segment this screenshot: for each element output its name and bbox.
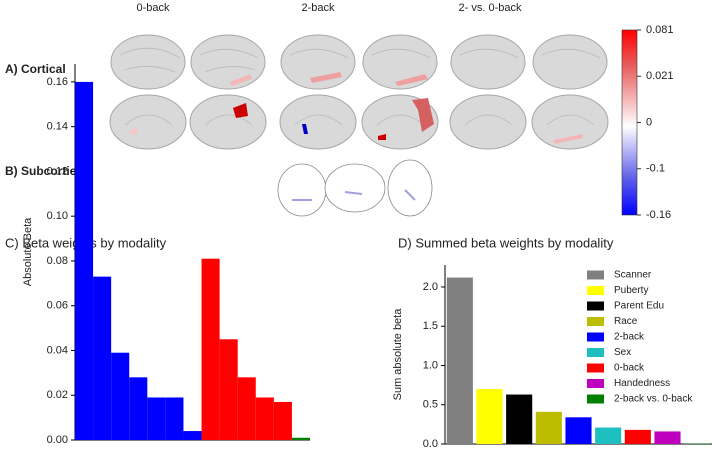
bar: [654, 431, 681, 444]
brain-panel: 0-back 2-back 2- vs. 0-back A) Cortical …: [5, 2, 638, 217]
subcortical-glass-brains: [277, 159, 433, 217]
bar: [273, 401, 292, 440]
column-label: 2-back: [301, 2, 335, 14]
legend-swatch: [587, 270, 604, 280]
activation: [378, 134, 386, 140]
chart-title: D) Summed beta weights by modality: [398, 235, 614, 250]
legend-swatch: [587, 332, 604, 342]
legend-label: Handedness: [614, 378, 670, 389]
column-label: 2- vs. 0-back: [459, 2, 522, 14]
y-tick-label: 0.0: [423, 438, 438, 450]
y-tick-label: 1.5: [423, 320, 438, 332]
legend-swatch: [587, 394, 604, 404]
column-label: 0-back: [136, 2, 170, 14]
gyri: [124, 114, 595, 126]
colorbar: [621, 29, 638, 216]
legend-swatch: [587, 363, 604, 373]
bar: [237, 377, 256, 440]
y-tick-label: 2.0: [423, 281, 438, 293]
bar: [255, 397, 274, 440]
y-tick-label: 0.08: [47, 255, 68, 267]
bar: [201, 258, 220, 440]
row-label: A) Cortical: [5, 62, 66, 76]
activation: [130, 128, 138, 134]
brain-surface: [190, 34, 266, 90]
activation: [553, 134, 583, 144]
brain-surface: [531, 94, 609, 150]
glass-brain: [324, 163, 386, 213]
bar: [446, 277, 473, 444]
y-tick-label: 0.12: [47, 165, 68, 177]
y-axis-label: Absolute Beta: [22, 217, 34, 286]
activation: [412, 98, 434, 132]
legend-swatch: [587, 301, 604, 311]
legend-label: Race: [614, 316, 638, 327]
bar: [147, 397, 166, 440]
glass-activation: [292, 189, 416, 201]
bar: [75, 81, 94, 441]
brain-surface: [449, 94, 527, 150]
activation: [395, 74, 428, 86]
bar: [93, 276, 112, 440]
brain-surface: [450, 34, 526, 90]
colorbar-tick-label: -0.16: [646, 209, 671, 221]
legend-label: Sex: [614, 347, 631, 358]
brain-surface: [189, 94, 267, 150]
activation: [233, 103, 248, 118]
bar: [476, 389, 503, 444]
y-tick-label: 0.14: [47, 121, 68, 133]
y-tick-label: 0.5: [423, 399, 438, 411]
y-tick-label: 0.10: [47, 210, 68, 222]
legend-label: Puberty: [614, 285, 648, 296]
colorbar-tick-label: -0.1: [646, 163, 665, 175]
bar: [506, 394, 533, 444]
legend-swatch: [587, 286, 604, 295]
glass-brain: [387, 159, 433, 217]
legend-label: Parent Edu: [614, 301, 664, 312]
colorbar-tick-label: 0.021: [646, 70, 674, 82]
y-tick-label: 1.0: [423, 359, 438, 371]
bar: [624, 429, 651, 444]
legend-label: 2-back vs. 0-back: [614, 394, 693, 405]
activation: [230, 74, 252, 86]
bar: [183, 431, 202, 440]
bar: [219, 339, 238, 440]
brain-surface: [532, 34, 608, 90]
glass-brain: [277, 163, 327, 217]
bar: [129, 377, 148, 440]
colorbar-tick-label: 0: [646, 116, 652, 128]
y-tick-label: 0.16: [47, 76, 68, 88]
y-tick-label: 0.02: [47, 389, 68, 401]
activation: [310, 72, 342, 83]
brain-surface: [279, 94, 357, 150]
bar: [111, 352, 130, 440]
brain-surface: [109, 94, 187, 150]
y-tick-label: 0.06: [47, 300, 68, 312]
legend-swatch: [587, 317, 604, 326]
cortical-surfaces: [109, 34, 609, 150]
legend-swatch: [587, 348, 604, 357]
activation: [302, 124, 308, 134]
y-tick-label: 0.04: [47, 344, 68, 356]
legend-label: Scanner: [614, 270, 652, 281]
row-label: B) Subcortical: [5, 164, 86, 178]
gyri: [119, 47, 601, 73]
brain-surface: [110, 34, 186, 90]
colorbar-tick-label: 0.081: [646, 24, 674, 36]
brain-surface: [362, 34, 438, 90]
bar: [535, 411, 562, 444]
bar: [291, 437, 310, 440]
bar: [565, 417, 592, 444]
legend-label: 2-back: [614, 332, 645, 343]
legend-label: 0-back: [614, 363, 645, 374]
bar: [165, 397, 184, 440]
y-axis-label: Sum absolute beta: [392, 308, 404, 401]
bar: [595, 427, 622, 444]
y-tick-label: 0.00: [47, 434, 68, 446]
legend-swatch: [587, 379, 604, 388]
